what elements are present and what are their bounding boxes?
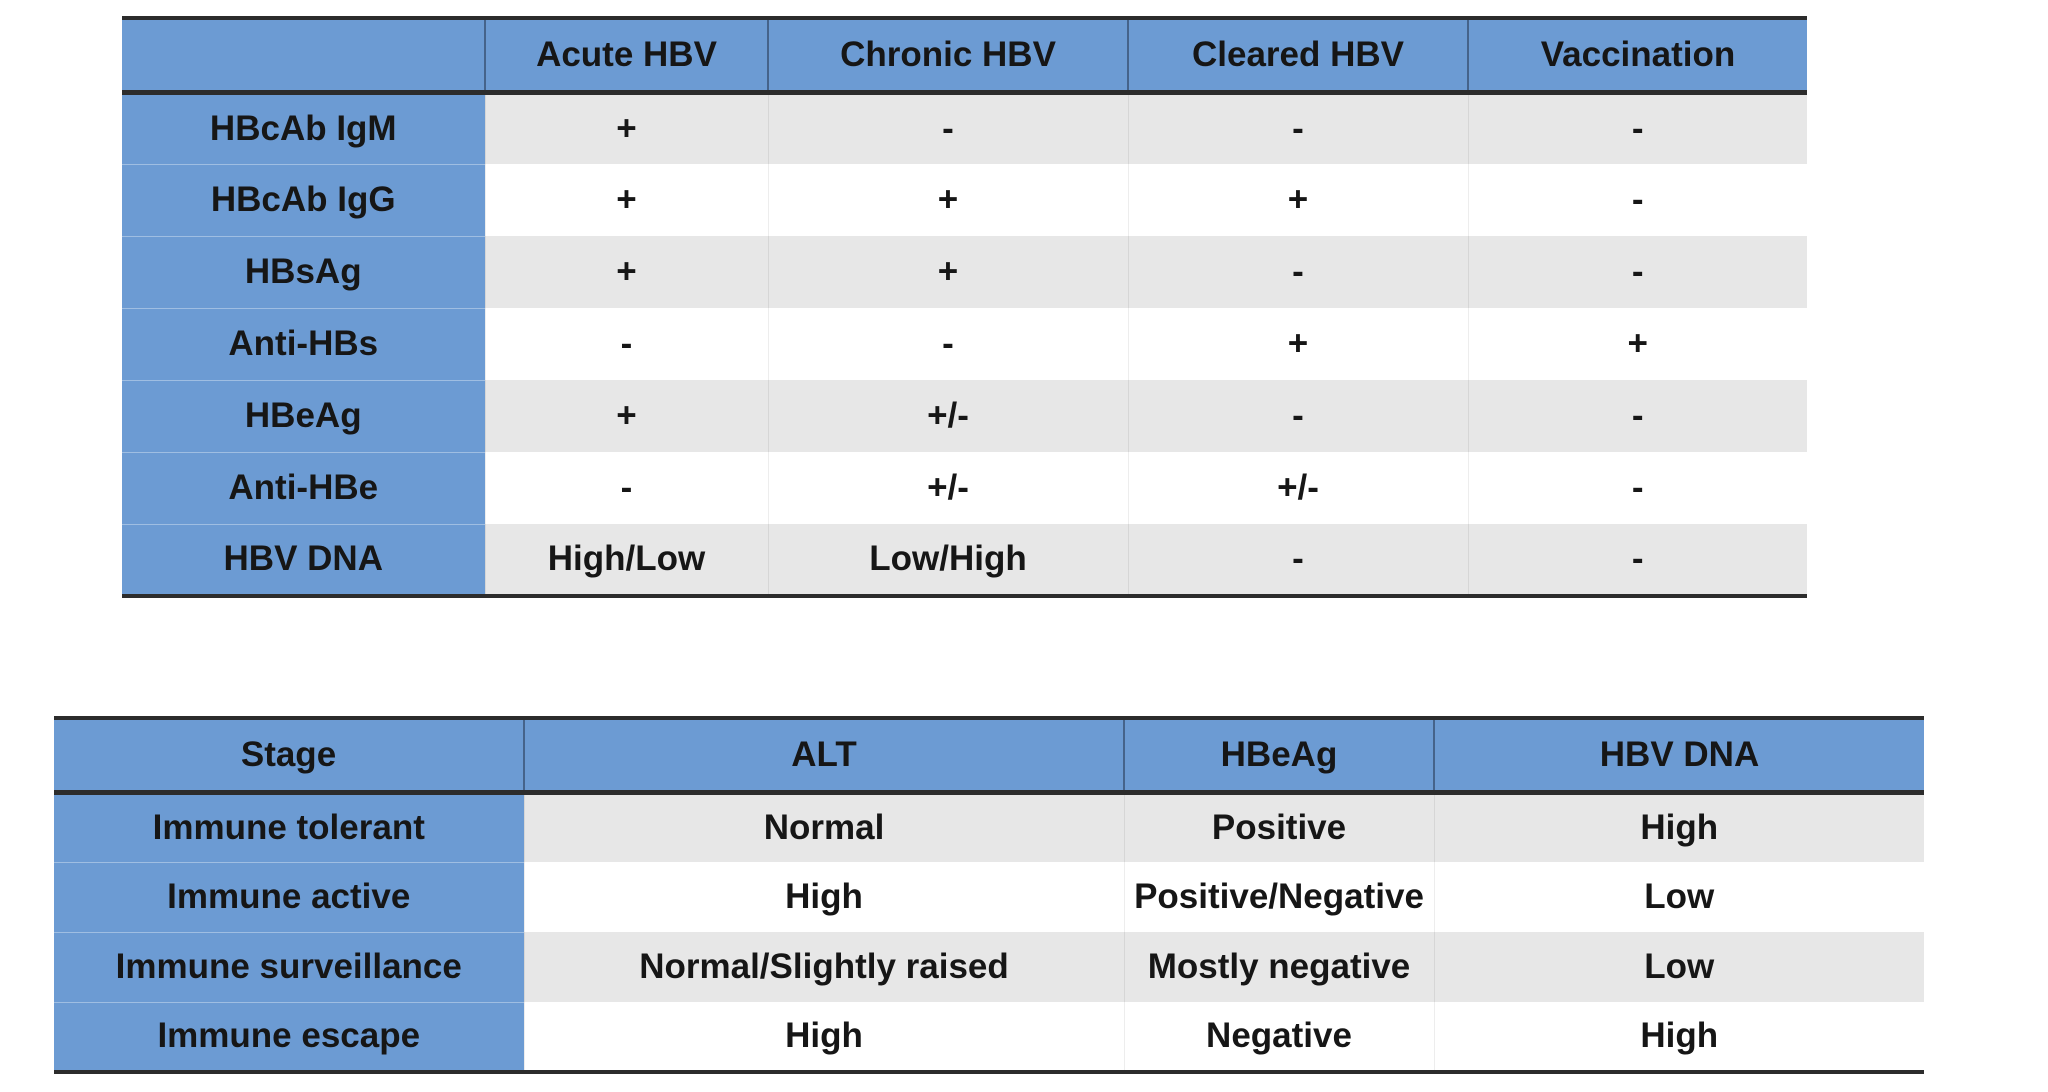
table-row: HBsAg + + - -	[122, 235, 1807, 308]
data-cell: +	[767, 164, 1128, 236]
data-cell: -	[1127, 380, 1468, 452]
data-cell: Normal	[523, 792, 1124, 862]
table-row: Anti-HBs - - + +	[122, 307, 1807, 380]
table-row: HBcAb IgM + - - -	[122, 92, 1807, 164]
row-label-cell: Immune tolerant	[54, 792, 524, 862]
data-cell: Positive	[1123, 792, 1434, 862]
table-row: Immune tolerant Normal Positive High	[54, 792, 1924, 862]
data-cell: High	[523, 862, 1124, 932]
data-cell: Normal/Slightly raised	[523, 932, 1124, 1002]
data-cell: -	[1467, 92, 1807, 164]
table-row: HBcAb IgG + + + -	[122, 163, 1807, 236]
data-cell: +	[484, 164, 768, 236]
table-row: Immune escape High Negative High	[54, 1001, 1924, 1074]
data-cell: Positive/Negative	[1123, 862, 1434, 932]
data-cell: -	[1467, 452, 1807, 524]
row-label-cell: HBsAg	[122, 235, 485, 308]
serology-header-row: Acute HBV Chronic HBV Cleared HBV Vaccin…	[122, 16, 1807, 95]
table-row: HBV DNA High/Low Low/High - -	[122, 523, 1807, 598]
data-cell: -	[1467, 524, 1807, 598]
row-label-cell: Immune escape	[54, 1001, 524, 1074]
data-cell: +	[484, 92, 768, 164]
row-label-cell: HBcAb IgM	[122, 92, 485, 164]
data-cell: -	[484, 452, 768, 524]
data-cell: High	[523, 1002, 1124, 1074]
header-cell-vaccination: Vaccination	[1467, 16, 1807, 95]
row-label-cell: HBV DNA	[122, 523, 485, 598]
table-row: Immune active High Positive/Negative Low	[54, 861, 1924, 932]
data-cell: Negative	[1123, 1002, 1434, 1074]
table-row: Immune surveillance Normal/Slightly rais…	[54, 931, 1924, 1002]
data-cell: +/-	[1127, 452, 1468, 524]
header-cell-chronic-hbv: Chronic HBV	[767, 16, 1128, 95]
row-label-cell: Immune active	[54, 861, 524, 932]
data-cell: +/-	[767, 380, 1128, 452]
header-cell-hbeag: HBeAg	[1123, 716, 1434, 795]
data-cell: -	[767, 92, 1128, 164]
data-cell: +	[1467, 308, 1807, 380]
stages-header-row: Stage ALT HBeAg HBV DNA	[54, 716, 1924, 795]
header-cell-cleared-hbv: Cleared HBV	[1127, 16, 1468, 95]
data-cell: Low	[1433, 932, 1924, 1002]
row-label-cell: HBeAg	[122, 379, 485, 452]
hbv-stages-table: Stage ALT HBeAg HBV DNA Immune tolerant …	[54, 716, 1924, 1074]
data-cell: +	[1127, 164, 1468, 236]
data-cell: -	[767, 308, 1128, 380]
data-cell: +/-	[767, 452, 1128, 524]
data-cell: High	[1433, 792, 1924, 862]
data-cell: +	[767, 236, 1128, 308]
header-cell-empty	[122, 16, 485, 95]
data-cell: -	[484, 308, 768, 380]
data-cell: +	[484, 380, 768, 452]
data-cell: Low/High	[767, 524, 1128, 598]
data-cell: +	[484, 236, 768, 308]
row-label-cell: Anti-HBe	[122, 451, 485, 524]
header-cell-alt: ALT	[523, 716, 1124, 795]
header-cell-hbv-dna: HBV DNA	[1433, 716, 1924, 795]
table-row: Anti-HBe - +/- +/- -	[122, 451, 1807, 524]
data-cell: +	[1127, 308, 1468, 380]
row-label-cell: HBcAb IgG	[122, 163, 485, 236]
data-cell: -	[1127, 92, 1468, 164]
data-cell: -	[1127, 524, 1468, 598]
hbv-serology-table: Acute HBV Chronic HBV Cleared HBV Vaccin…	[122, 16, 1807, 598]
header-cell-stage: Stage	[54, 716, 524, 795]
data-cell: -	[1467, 236, 1807, 308]
table-row: HBeAg + +/- - -	[122, 379, 1807, 452]
row-label-cell: Immune surveillance	[54, 931, 524, 1002]
data-cell: -	[1127, 236, 1468, 308]
row-label-cell: Anti-HBs	[122, 307, 485, 380]
data-cell: -	[1467, 164, 1807, 236]
data-cell: High/Low	[484, 524, 768, 598]
data-cell: Mostly negative	[1123, 932, 1434, 1002]
header-cell-acute-hbv: Acute HBV	[484, 16, 768, 95]
data-cell: High	[1433, 1002, 1924, 1074]
data-cell: -	[1467, 380, 1807, 452]
data-cell: Low	[1433, 862, 1924, 932]
